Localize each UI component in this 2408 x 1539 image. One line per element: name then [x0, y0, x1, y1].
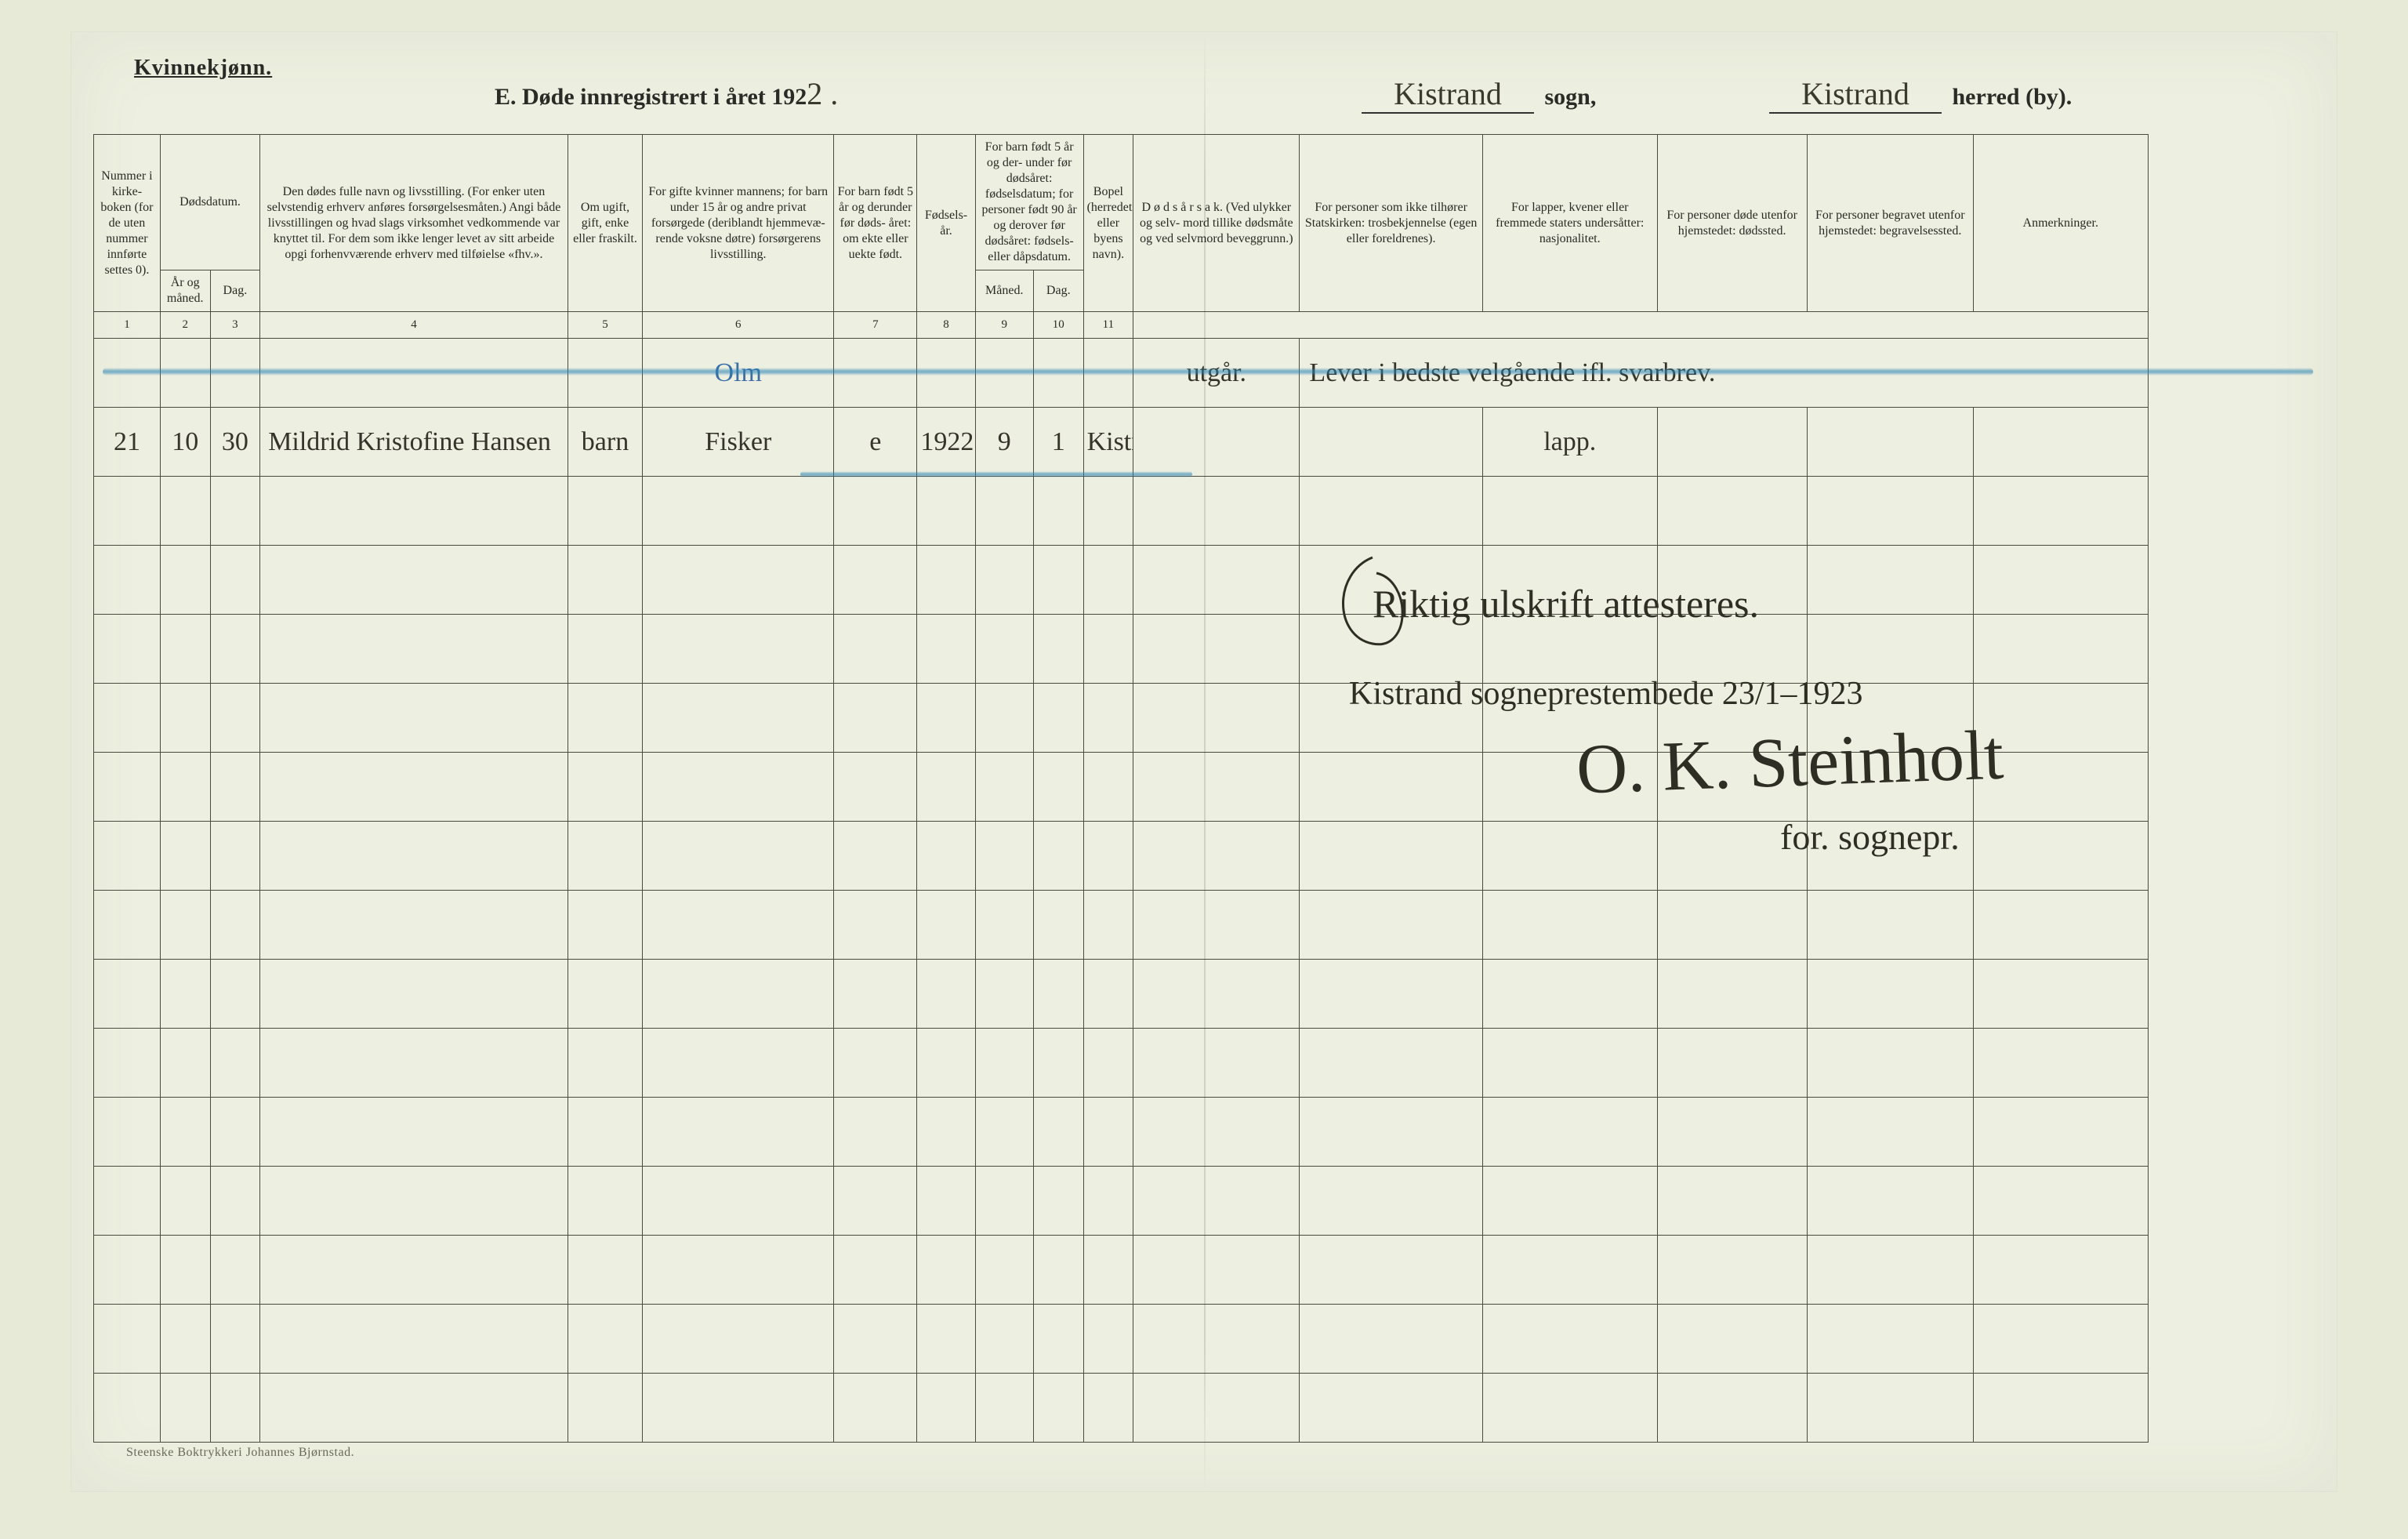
h-c10: Dag. — [1033, 270, 1083, 312]
title-left: E. Døde innregistrert i året 1922 . — [495, 75, 838, 112]
h-c14: For lapper, kvener eller fremmede stater… — [1482, 135, 1657, 312]
h-c5: Om ugift, gift, enke eller fraskilt. — [568, 135, 642, 312]
cell: 9 — [975, 408, 1033, 477]
cell: 21 — [94, 408, 161, 477]
footer-printer: Steenske Boktrykkeri Johannes Bjørnstad. — [126, 1446, 354, 1460]
coln-11: 11 — [1083, 312, 1133, 339]
cell: lapp. — [1482, 408, 1657, 477]
herred-label: herred (by). — [1953, 84, 2073, 110]
h-c2-3-top: Dødsdatum. — [160, 135, 259, 270]
title-year-digit: 2 . — [807, 75, 838, 112]
h-c15: For personer døde utenfor hjemstedet: dø… — [1657, 135, 1807, 312]
sogn-value: Kistrand — [1362, 75, 1534, 114]
cell — [1973, 408, 2148, 477]
cell — [1657, 408, 1807, 477]
title-prefix: E. Døde innregistrert i året 192 — [495, 84, 807, 110]
blue-underline-small — [800, 471, 1192, 477]
coln-blank — [1133, 312, 2148, 339]
cell: e — [834, 408, 917, 477]
coln-5: 5 — [568, 312, 642, 339]
h-c6: For gifte kvinner mannens; for barn unde… — [643, 135, 834, 312]
cell-name: Mildrid Kristofine Hansen — [260, 408, 568, 477]
coln-6: 6 — [643, 312, 834, 339]
h-c12: D ø d s å r s a k. (Ved ulykker og selv-… — [1133, 135, 1300, 312]
cell: 1922 — [917, 408, 975, 477]
cell — [1807, 408, 1973, 477]
sogn-label: sogn, — [1545, 84, 1597, 110]
cell: 1 — [1033, 408, 1083, 477]
gender-heading: Kvinnekjønn. — [134, 56, 272, 81]
ledger-page: Kvinnekjønn. E. Døde innregistrert i åre… — [71, 31, 2337, 1492]
cell — [1300, 408, 1482, 477]
cell — [1133, 408, 1300, 477]
blue-strike-main — [103, 368, 2313, 376]
h-c9: Måned. — [975, 270, 1033, 312]
coln-8: 8 — [917, 312, 975, 339]
coln-3: 3 — [210, 312, 260, 339]
coln-10: 10 — [1033, 312, 1083, 339]
title-herred-group: Kistrand herred (by). — [1764, 75, 2072, 114]
h-c2: År og måned. — [160, 270, 210, 312]
coln-2: 2 — [160, 312, 210, 339]
title-sogn-group: Kistrand sogn, — [1357, 75, 1596, 114]
cell: 30 — [210, 408, 260, 477]
cell: Kistrand — [1083, 408, 1133, 477]
page-fold — [1204, 32, 1206, 1491]
h-c8: Fødsels- år. — [917, 135, 975, 312]
h-c17: Anmerkninger. — [1973, 135, 2148, 312]
h-c13: For personer som ikke tilhører Statskirk… — [1300, 135, 1482, 312]
coln-9: 9 — [975, 312, 1033, 339]
h-c7: For barn født 5 år og derunder før døds-… — [834, 135, 917, 312]
cell: 10 — [160, 408, 210, 477]
h-c3: Dag. — [210, 270, 260, 312]
herred-value: Kistrand — [1769, 75, 1942, 114]
cell: barn — [568, 408, 642, 477]
coln-7: 7 — [834, 312, 917, 339]
h-c4: Den dødes fulle navn og livsstilling. (F… — [260, 135, 568, 312]
coln-1: 1 — [94, 312, 161, 339]
coln-4: 4 — [260, 312, 568, 339]
h-c9-10-top: For barn født 5 år og der- under før død… — [975, 135, 1083, 270]
h-c11: Bopel (herredets eller byens navn). — [1083, 135, 1133, 312]
h-c1: Nummer i kirke- boken (for de uten numme… — [94, 135, 161, 312]
cell: Fisker — [643, 408, 834, 477]
h-c16: For personer begravet utenfor hjemstedet… — [1807, 135, 1973, 312]
